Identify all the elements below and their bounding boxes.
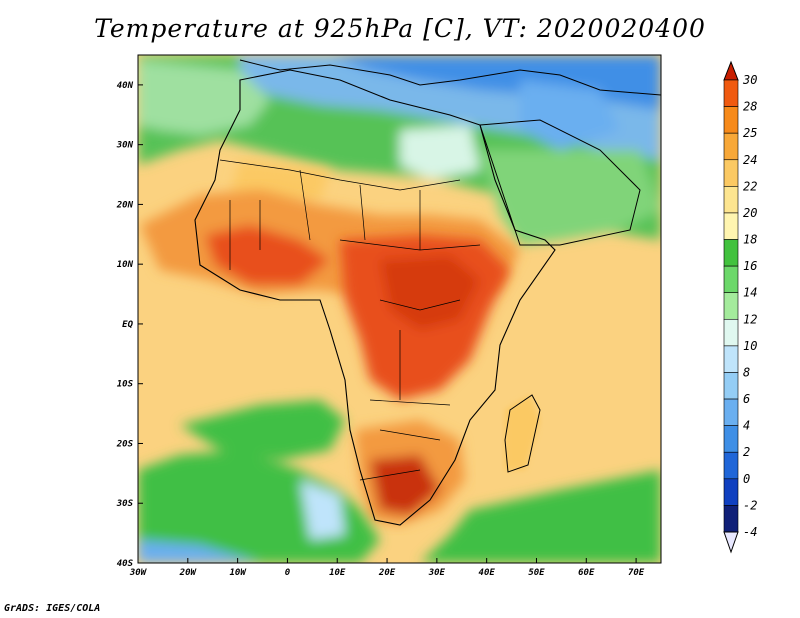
- lat-tick-label: EQ: [122, 320, 133, 330]
- egypt-light-field: [400, 125, 480, 180]
- colorbar-swatch: [723, 79, 739, 107]
- colorbar-label: 8: [743, 365, 750, 379]
- credit-label: GrADS: IGES/COLA: [4, 603, 101, 614]
- colorbar-swatch: [723, 212, 739, 240]
- colorbar-swatch: [723, 265, 739, 294]
- colorbar-label: 16: [743, 259, 757, 273]
- colorbar-label: 20: [743, 206, 757, 220]
- lat-tick-label: 20N: [116, 200, 134, 210]
- plot-frame: [137, 54, 662, 564]
- lon-tick-label: 20E: [378, 568, 396, 578]
- central-africa-core-field: [380, 255, 480, 330]
- colorbar-swatch: [723, 239, 739, 267]
- colorbar-swatch: [723, 106, 739, 134]
- lon-tick-label: 20W: [179, 568, 198, 578]
- colorbar-label: 0: [743, 472, 750, 486]
- map-field: [138, 55, 661, 563]
- colorbar-label: 18: [743, 233, 757, 247]
- colorbar-label: 22: [743, 179, 757, 193]
- latitude-axis: 40N 30N 20N 10N EQ 10S 20S 30S 40S: [116, 81, 143, 569]
- colorbar-label: 24: [743, 153, 757, 167]
- madagascar-outline: [504, 394, 541, 473]
- colorbar-label: 25: [743, 126, 757, 140]
- chart-title: Temperature at 925hPa [C], VT: 202002040…: [94, 14, 706, 43]
- levant-blue-field: [520, 80, 620, 150]
- south-atlantic-green-field: [180, 400, 345, 460]
- colorbar-label: 12: [743, 312, 757, 326]
- southern-ocean-light-field: [300, 480, 345, 540]
- europe-outline: [239, 59, 661, 96]
- southern-ocean-blue-field: [138, 540, 260, 563]
- colorbar-label: 14: [743, 286, 757, 300]
- colorbar-swatch: [723, 451, 739, 480]
- colorbar-swatch: [723, 292, 739, 320]
- lat-tick-label: 20S: [116, 439, 134, 449]
- colorbar-label: 6: [743, 392, 750, 406]
- lon-tick-label: 10W: [229, 568, 247, 578]
- colorbar-label: 4: [743, 419, 750, 433]
- colorbar-label: 10: [743, 339, 757, 353]
- colorbar-label: -2: [743, 498, 757, 512]
- colorbar-label: 28: [743, 100, 757, 114]
- lat-tick-label: 30N: [116, 141, 134, 151]
- lon-tick-label: 60E: [578, 568, 595, 578]
- lat-tick-label: 10N: [117, 260, 134, 270]
- colorbar-swatch: [723, 425, 739, 453]
- lat-tick-label: 40N: [117, 81, 134, 91]
- lon-tick-label: 30E: [428, 568, 446, 578]
- lat-tick-label: 30S: [116, 499, 134, 509]
- lon-tick-label: 10E: [329, 568, 346, 578]
- lat-tick-label: 40S: [117, 559, 134, 569]
- colorbar-swatch: [723, 398, 739, 426]
- colorbar-bottom-arrow: [723, 531, 739, 554]
- lon-tick-label: 50E: [528, 568, 545, 578]
- south-africa-core-field: [370, 455, 440, 515]
- lon-tick-label: 70E: [628, 568, 645, 578]
- lon-tick-label: 40E: [479, 568, 496, 578]
- madagascar-field: [505, 395, 540, 470]
- arabia-outline: [479, 119, 641, 246]
- colorbar-label: 2: [743, 445, 750, 459]
- colorbar-swatch: [723, 186, 739, 214]
- colorbar-label: -4: [743, 525, 757, 539]
- lon-tick-label: 0: [285, 568, 291, 578]
- indian-ocean-green-field: [420, 470, 661, 563]
- lon-tick-label: 30W: [129, 568, 148, 578]
- colorbar-swatch: [723, 372, 739, 400]
- colorbar-swatch: [723, 159, 739, 187]
- colorbar-label: 30: [742, 73, 757, 87]
- west-africa-hot-field: [205, 225, 330, 285]
- country-borders: [219, 159, 481, 481]
- colorbar-top-arrow: [723, 60, 739, 81]
- colorbar-swatch: [723, 345, 739, 373]
- colorbar-swatch: [723, 478, 739, 506]
- lat-tick-label: 10S: [117, 380, 134, 390]
- longitude-axis: 30W 20W 10W 0 10E 20E 30E 40E 50E 60E 70E: [129, 558, 645, 578]
- arabia-field: [480, 150, 661, 245]
- colorbar-swatch: [723, 132, 739, 161]
- colorbar-swatch: [723, 505, 739, 533]
- colorbar-swatch: [723, 318, 739, 347]
